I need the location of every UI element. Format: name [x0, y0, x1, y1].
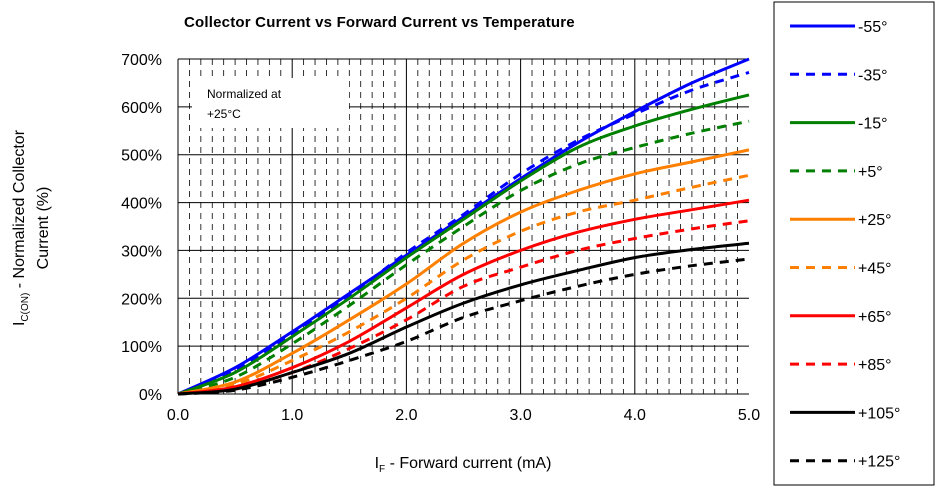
- series-line-4: [177, 148, 750, 396]
- x-tick-label: 3.0: [509, 407, 531, 424]
- y-tick-label: 100%: [121, 339, 162, 356]
- series-line-8: [177, 241, 750, 396]
- y-tick-labels: 0% 100% 200% 300% 400% 500% 600% 700%: [121, 52, 162, 404]
- series-line-0: [177, 57, 750, 396]
- series-lines: [177, 57, 750, 396]
- axes: [177, 59, 749, 395]
- series-line-5: [177, 173, 750, 396]
- legend: -55° -35° -15° +5° +25° +45° +65° +85° +105° +125…: [773, 1, 935, 486]
- y-tick-label: 400%: [121, 196, 162, 213]
- y-tick-label: 500%: [121, 148, 162, 165]
- x-tick-label: 2.0: [395, 407, 417, 424]
- annotation-line-2: +25°C: [207, 107, 241, 121]
- y-axis-title-line-2: Current (%): [35, 187, 52, 270]
- legend-label-3: +5°: [858, 164, 883, 181]
- legend-label-1: -35°: [858, 67, 888, 84]
- series-line-6: [177, 198, 750, 396]
- series-line-3: [177, 119, 750, 396]
- legend-label-0: -55°: [858, 19, 888, 36]
- x-tick-label: 1.0: [281, 407, 303, 424]
- legend-label-5: +45°: [858, 261, 892, 278]
- legend-label-7: +85°: [858, 357, 892, 374]
- annotation-background: [192, 78, 349, 128]
- y-tick-label: 200%: [121, 291, 162, 308]
- series-line-2: [177, 93, 750, 396]
- y-tick-label: 700%: [121, 52, 162, 69]
- legend-label-9: +125°: [858, 454, 900, 471]
- legend-label-2: -15°: [858, 116, 888, 133]
- legend-label-6: +65°: [858, 309, 892, 326]
- series-line-9: [177, 257, 750, 396]
- y-tick-label: 0%: [139, 387, 162, 404]
- legend-box: [773, 1, 935, 486]
- x-tick-label: 5.0: [738, 407, 760, 424]
- y-axis-label: IC(ON) - Normalized Collector Current (%): [11, 129, 52, 326]
- legend-label-8: +105°: [858, 405, 900, 422]
- x-tick-labels: 0.0 1.0 2.0 3.0 4.0 5.0: [167, 407, 760, 424]
- x-tick-label: 4.0: [624, 407, 646, 424]
- annotation-line-1: Normalized at: [207, 87, 282, 101]
- chart-title: Collector Current vs Forward Current vs …: [184, 14, 575, 31]
- x-axis-title: IF - Forward current (mA): [375, 455, 552, 475]
- x-tick-label: 0.0: [167, 407, 189, 424]
- y-tick-label: 300%: [121, 243, 162, 260]
- y-tick-label: 600%: [121, 100, 162, 117]
- legend-label-4: +25°: [858, 212, 892, 229]
- x-axis-label: IF - Forward current (mA): [375, 455, 552, 475]
- series-line-1: [177, 70, 750, 396]
- annotation-box: Normalized at +25°C: [192, 78, 349, 128]
- y-axis-title-line-1: IC(ON) - Normalized Collector: [11, 129, 31, 326]
